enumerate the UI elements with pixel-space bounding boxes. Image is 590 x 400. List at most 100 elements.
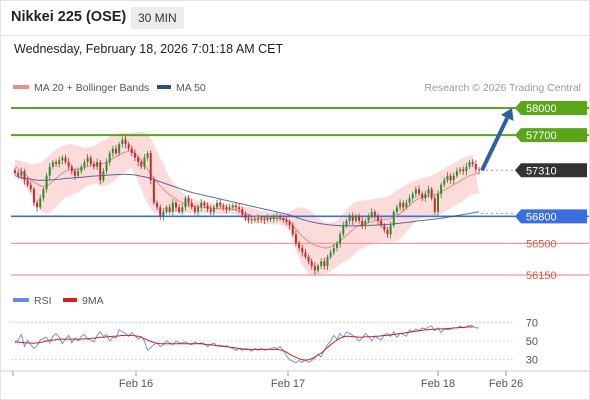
candle-68 — [228, 203, 231, 212]
candle-64 — [216, 199, 218, 210]
candle-82 — [272, 214, 275, 223]
candle-122 — [399, 199, 402, 211]
candle-59 — [200, 199, 203, 212]
x-tick-label-2: Feb 18 — [421, 378, 455, 390]
candle-90 — [298, 241, 301, 252]
candle-7 — [36, 199, 39, 212]
level-label-5: 56150 — [526, 270, 557, 282]
legend-label-ma20: MA 20 + Bollinger Bands — [34, 82, 149, 94]
candle-86 — [285, 216, 288, 226]
bollinger-band — [15, 131, 479, 276]
candle-93 — [307, 254, 310, 265]
candlesticks — [14, 135, 480, 275]
candle-44 — [152, 176, 155, 206]
candle-51 — [175, 200, 177, 212]
candle-99 — [326, 254, 329, 271]
candle-11 — [48, 162, 51, 180]
candle-133 — [433, 195, 436, 215]
candle-42 — [146, 150, 149, 162]
candle-147 — [478, 167, 480, 175]
candle-46 — [159, 204, 162, 220]
candle-139 — [452, 172, 455, 185]
candle-112 — [367, 213, 370, 224]
candle-78 — [260, 215, 263, 223]
candle-101 — [332, 244, 335, 256]
rsi-tick-1: 50 — [526, 336, 538, 348]
candle-131 — [427, 185, 430, 198]
rsi-line — [14, 324, 479, 364]
candle-97 — [320, 258, 323, 269]
candle-113 — [370, 208, 373, 220]
candle-20 — [77, 167, 80, 178]
candle-21 — [80, 164, 83, 175]
level-label-2: 57310 — [526, 165, 557, 177]
legend-swatch-rsi-ma — [63, 298, 77, 302]
rsi-tick-0: 70 — [526, 317, 538, 329]
candle-33 — [118, 141, 121, 157]
candle-134 — [436, 190, 439, 216]
timeframe-button[interactable]: 30 MIN — [131, 7, 184, 29]
x-tick-label-3: Feb 26 — [489, 378, 523, 390]
candle-75 — [250, 216, 253, 225]
chart-header: Nikkei 225 (OSE) 30 MIN — [1, 1, 589, 36]
candle-70 — [234, 202, 237, 211]
candle-136 — [443, 177, 446, 187]
candle-41 — [143, 153, 146, 170]
candle-63 — [212, 205, 215, 216]
candle-52 — [178, 204, 181, 215]
rsi-tick-2: 30 — [526, 355, 538, 367]
ma50-line — [14, 173, 480, 227]
candle-61 — [206, 202, 209, 212]
candle-92 — [304, 248, 307, 260]
candle-130 — [424, 190, 427, 202]
candle-109 — [358, 213, 361, 224]
candle-91 — [301, 244, 304, 257]
candle-25 — [92, 160, 95, 170]
chart-datetime: Wednesday, February 18, 2026 7:01:18 AM … — [14, 42, 284, 56]
candle-103 — [339, 231, 342, 248]
ma20-line — [14, 150, 480, 249]
candle-77 — [257, 214, 260, 223]
candle-138 — [449, 173, 452, 184]
forecast-arrow — [480, 108, 514, 172]
rsi-panel: 70 50 30 — [11, 317, 538, 367]
candle-117 — [383, 223, 386, 233]
level-label-1: 57700 — [526, 130, 557, 142]
candle-43 — [149, 150, 152, 185]
bollinger-band-area — [15, 131, 479, 276]
candle-3 — [23, 168, 26, 185]
legend-swatch-rsi — [13, 298, 29, 302]
candle-140 — [455, 167, 458, 178]
candle-107 — [351, 212, 354, 225]
candle-85 — [282, 215, 285, 223]
candle-37 — [130, 145, 133, 157]
candle-55 — [187, 195, 190, 207]
candle-119 — [389, 221, 392, 239]
legend-label-rsi: RSI — [34, 295, 52, 307]
candle-127 — [414, 186, 417, 198]
level-tag-1: 57700 — [515, 128, 587, 143]
candle-26 — [96, 158, 99, 171]
candle-47 — [162, 208, 165, 221]
x-axis: Feb 16 Feb 17 Feb 18 Feb 26 — [12, 371, 523, 390]
candle-13 — [55, 159, 58, 167]
candle-48 — [165, 205, 168, 215]
candle-144 — [468, 159, 471, 169]
level-tag-3: 56800 — [515, 209, 587, 224]
candle-115 — [377, 213, 379, 225]
candle-67 — [225, 204, 228, 214]
candle-96 — [317, 263, 319, 273]
candle-15 — [61, 155, 64, 165]
candle-126 — [411, 191, 414, 202]
candle-14 — [58, 156, 61, 168]
candle-9 — [42, 186, 45, 202]
chart-credit: Research © 2026 Trading Central — [424, 82, 581, 94]
candle-128 — [418, 185, 421, 197]
candle-100 — [329, 249, 332, 260]
candle-12 — [51, 159, 54, 169]
candle-81 — [269, 215, 272, 222]
candle-106 — [348, 213, 351, 225]
candle-40 — [140, 159, 143, 169]
level-tag-2: 57310 — [515, 163, 587, 178]
